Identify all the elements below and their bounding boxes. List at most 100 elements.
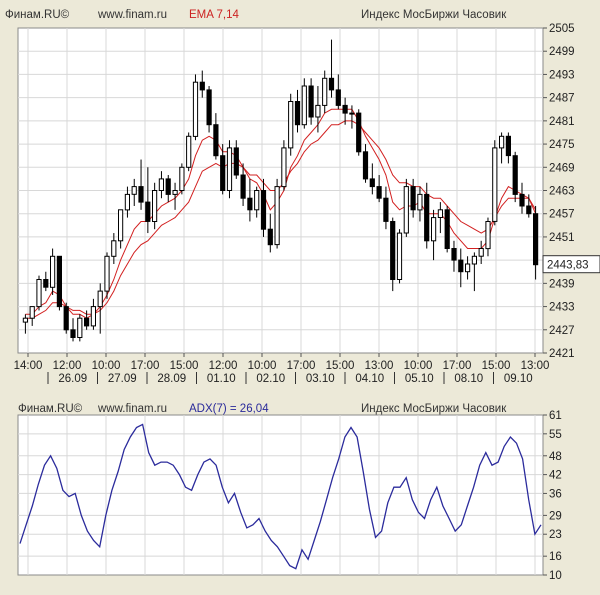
candle-body-up: [417, 193, 423, 211]
candle: [131, 178, 137, 206]
candle: [533, 205, 539, 280]
top-site-link[interactable]: www.finam.ru: [97, 9, 167, 21]
candle: [186, 132, 192, 172]
adx-tick-label: 36: [549, 488, 562, 500]
adx-axis-ticks: 61 55 48 42 36 29 23 16 10: [543, 410, 562, 582]
candle: [90, 298, 97, 330]
candle-body-up: [403, 186, 409, 234]
date-tick-label: 26.09: [58, 373, 87, 385]
price-tick-label: 2487: [549, 93, 575, 105]
time-tick-label: 15:00: [170, 360, 199, 372]
candle: [322, 70, 328, 114]
candle: [301, 78, 307, 129]
candle: [526, 194, 532, 218]
candle: [70, 318, 76, 342]
candle: [499, 132, 505, 164]
candle-body-down: [369, 178, 375, 188]
candle-body-down: [533, 213, 539, 266]
candle: [444, 205, 450, 253]
adx-series: [19, 423, 542, 570]
candle-body-up: [396, 232, 403, 281]
time-tick-label: 12:00: [209, 360, 238, 372]
candle-body-down: [233, 147, 239, 176]
candle: [267, 213, 273, 253]
candle-body-down: [410, 186, 416, 211]
candle-body-up: [288, 101, 294, 149]
candle: [362, 144, 369, 183]
date-tick-label: 09.10: [504, 373, 533, 385]
candle: [63, 302, 69, 334]
candle: [396, 229, 403, 284]
candle: [485, 217, 491, 257]
candle: [308, 78, 314, 125]
candle-body-down: [424, 193, 430, 242]
candle-body-up: [29, 306, 35, 319]
candle-body-up: [77, 317, 83, 339]
bottom-site-link[interactable]: www.finam.ru: [97, 403, 167, 415]
top-brand-label: Финам.RU©: [5, 9, 70, 21]
candle: [118, 209, 124, 249]
candle: [172, 182, 178, 210]
price-tick-label: 2457: [549, 209, 575, 221]
bottom-indicator-label: ADX(7) = 26,04: [189, 403, 269, 415]
date-tick-label: 01.10: [207, 373, 236, 385]
price-tick-label: 2481: [549, 116, 575, 128]
candle-body-down: [308, 85, 314, 118]
candle-body-down: [267, 228, 273, 246]
candle: [342, 97, 348, 125]
price-tick-label: 2499: [549, 46, 575, 58]
candle: [165, 175, 171, 203]
candle-body-up: [179, 166, 185, 192]
candle-body-down: [56, 255, 62, 308]
candle-body-up: [131, 186, 137, 195]
candle-body-down: [328, 77, 335, 91]
price-tick-label: 2451: [549, 232, 575, 244]
candle: [50, 248, 56, 295]
candle-body-down: [294, 101, 301, 126]
candle: [512, 151, 518, 203]
candle-body-up: [97, 290, 103, 308]
date-tick-label: 08.10: [454, 373, 483, 385]
candle: [356, 109, 362, 156]
candle-body-up: [471, 255, 477, 265]
candle: [451, 240, 457, 272]
candle-body-up: [301, 85, 307, 126]
candle-body-up: [158, 178, 165, 191]
candle-body-up: [465, 263, 471, 273]
price-tick-label: 2439: [549, 278, 575, 290]
adx-tick-label: 48: [549, 451, 562, 463]
bottom-brand-label: Финам.RU©: [18, 403, 83, 415]
candle: [281, 140, 287, 191]
candle-body-down: [383, 197, 389, 222]
candle: [376, 175, 382, 203]
time-tick-label: 13:00: [521, 360, 550, 372]
candle-body-up: [499, 135, 505, 149]
candle: [97, 283, 103, 334]
price-tick-label: 2505: [549, 23, 575, 35]
time-tick-label: 17:00: [443, 360, 472, 372]
candle: [335, 74, 341, 110]
candle-body-down: [526, 205, 532, 215]
candles: [22, 39, 539, 342]
time-tick-label: 10:00: [404, 360, 433, 372]
candle-body-up: [281, 147, 287, 188]
candle-body-up: [22, 317, 28, 323]
candle-body-down: [458, 259, 464, 273]
price-tick-label: 2463: [549, 186, 575, 198]
candle: [152, 182, 158, 230]
candle-body-up: [431, 217, 437, 242]
date-tick-label: 03.10: [306, 373, 335, 385]
candle-body-down: [260, 190, 267, 230]
candle: [29, 306, 35, 326]
candle: [410, 178, 416, 218]
last-price-label: 2443,83: [547, 260, 589, 272]
candle: [465, 256, 471, 280]
candle: [179, 163, 185, 195]
time-tick-label: 13:00: [365, 360, 394, 372]
candle: [233, 140, 239, 179]
candle-body-up: [118, 209, 124, 242]
candle-body-down: [247, 197, 253, 211]
candle-body-down: [362, 151, 369, 180]
candle-body-down: [376, 186, 382, 199]
